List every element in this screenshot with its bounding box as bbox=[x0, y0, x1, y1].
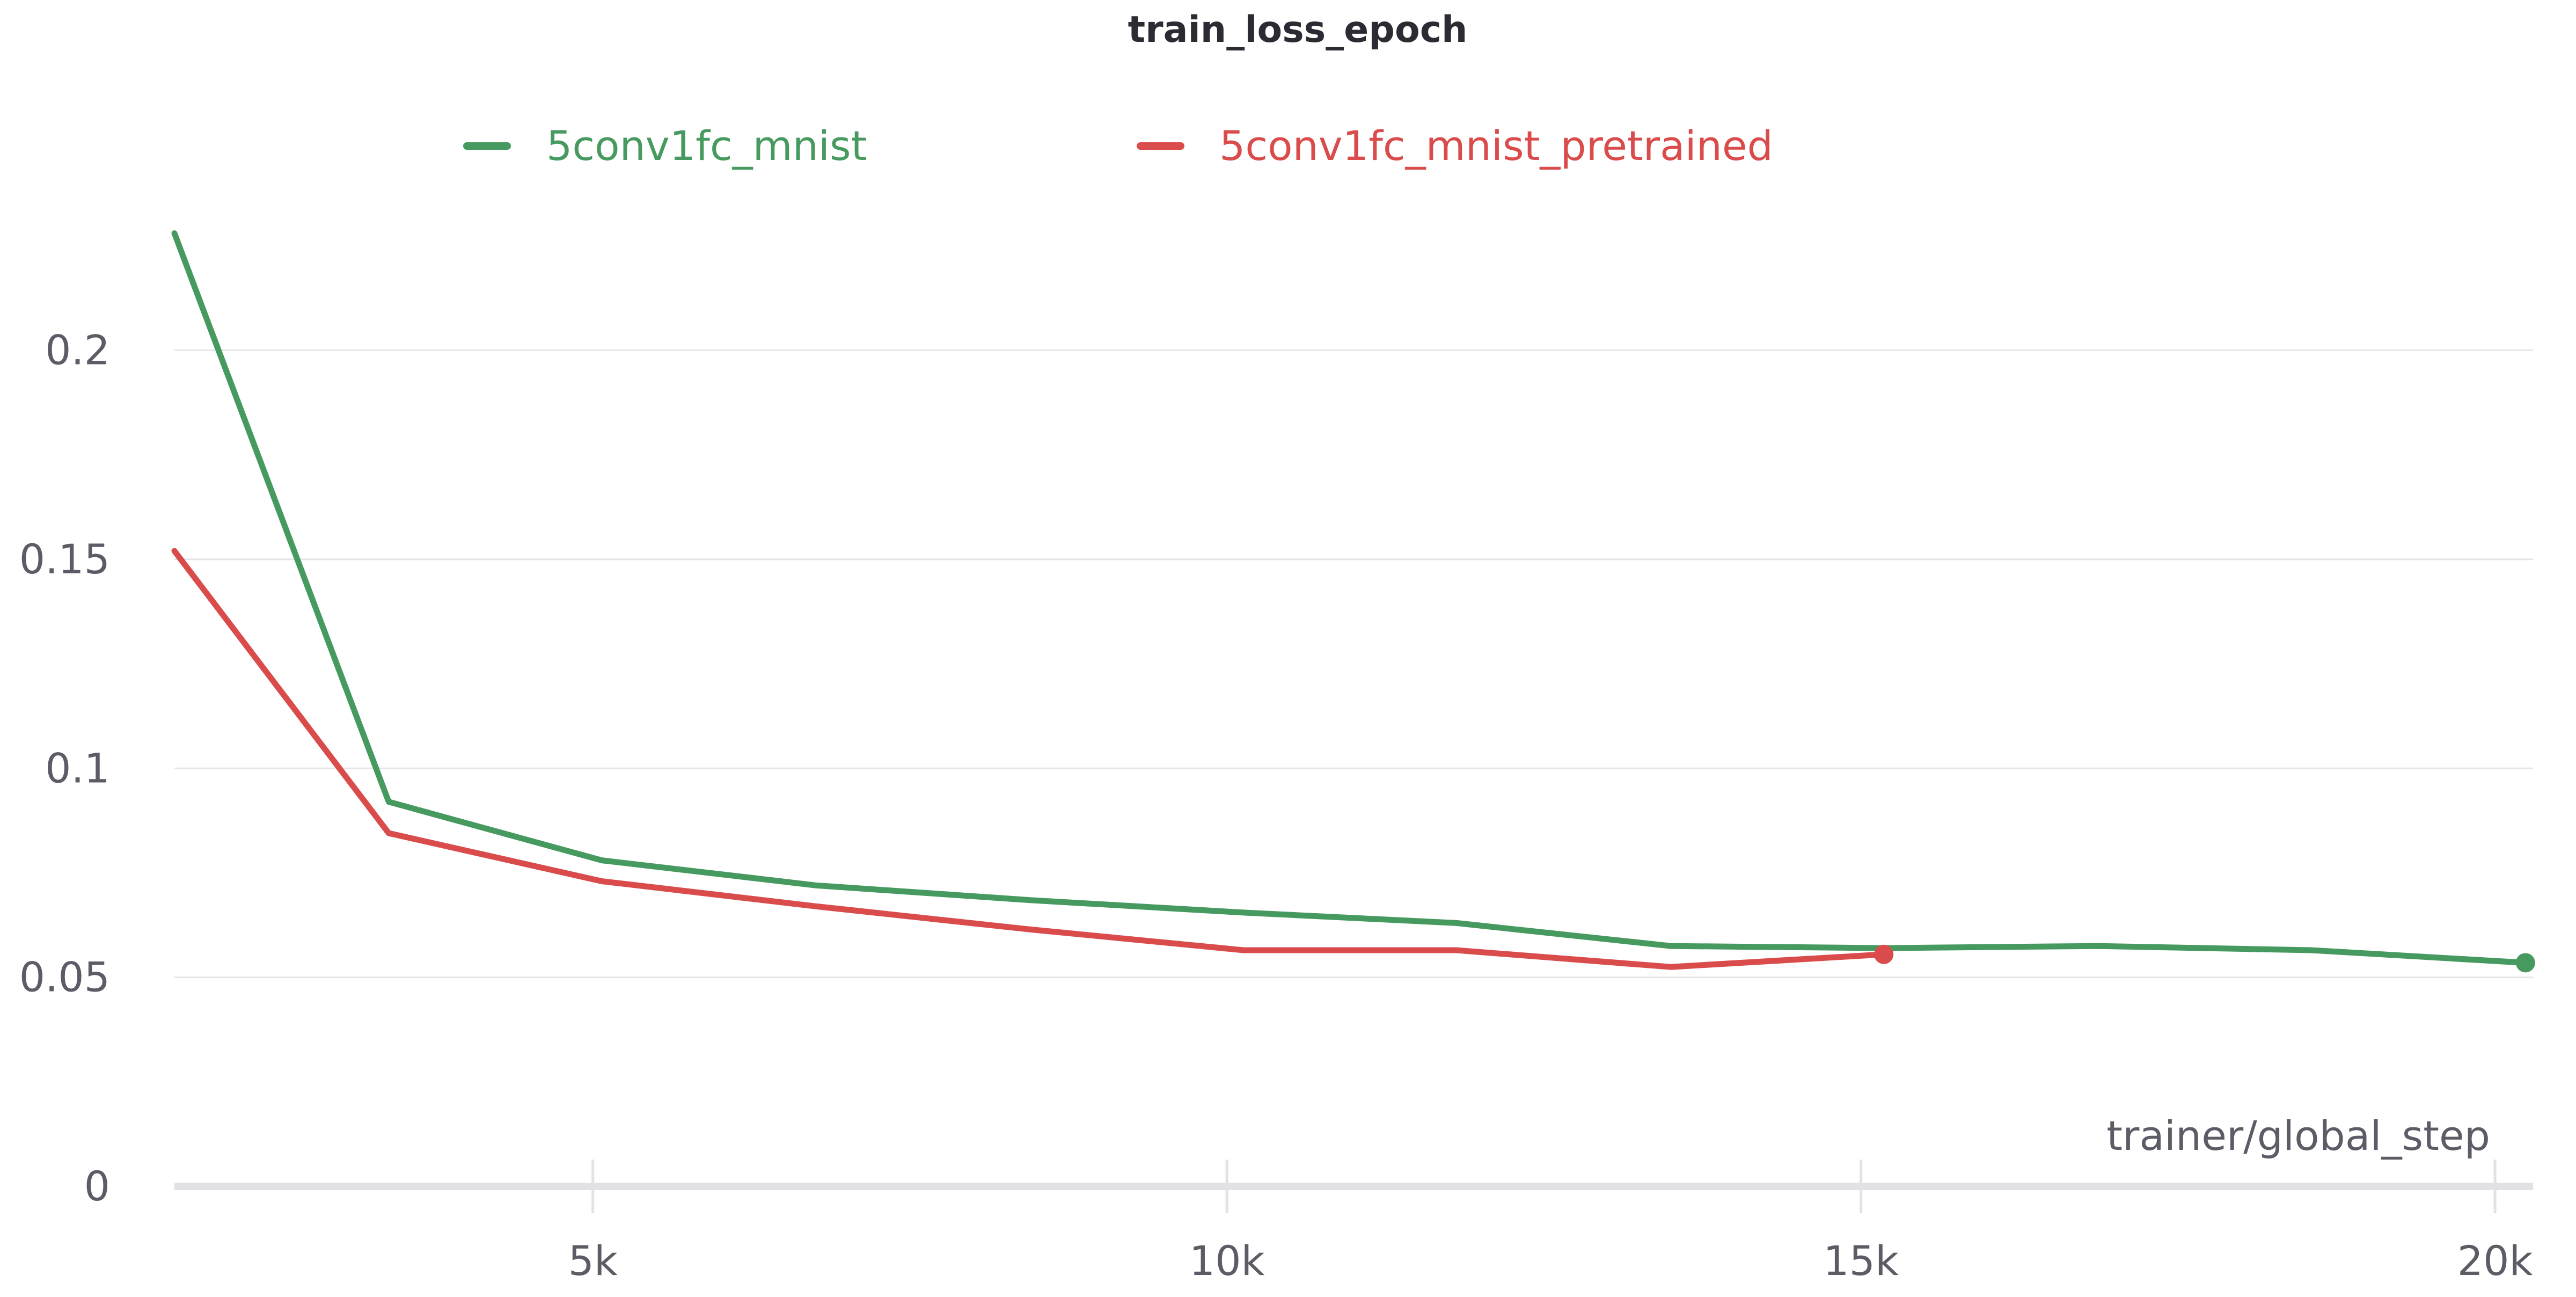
legend-label-5conv1fc-mnist-pretrained: 5conv1fc_mnist_pretrained bbox=[1219, 122, 1773, 170]
x-tick-label: 20k bbox=[2457, 1237, 2533, 1285]
series-line-5conv1fc-mnist[interactable] bbox=[171, 230, 2529, 966]
x-axis-label: trainer/global_step bbox=[2106, 1112, 2490, 1160]
y-tick-label: 0.1 bbox=[45, 744, 110, 792]
x-tick-label: 5k bbox=[568, 1237, 618, 1285]
chart-title: train_loss_epoch bbox=[1128, 9, 1468, 51]
legend-item-5conv1fc-mnist-pretrained[interactable]: 5conv1fc_mnist_pretrained bbox=[1137, 122, 1773, 170]
y-tick-label: 0.2 bbox=[45, 326, 110, 374]
legend: 5conv1fc_mnist 5conv1fc_mnist_pretrained bbox=[463, 122, 1773, 170]
y-axis: 0 0.05 0.1 0.15 0.2 bbox=[19, 326, 110, 1210]
legend-item-5conv1fc-mnist[interactable]: 5conv1fc_mnist bbox=[463, 122, 867, 170]
x-tick-label: 15k bbox=[1823, 1237, 1899, 1285]
y-tick-label: 0 bbox=[84, 1162, 110, 1210]
series-endpoint-5conv1fc-mnist[interactable] bbox=[2515, 953, 2535, 973]
series-line-5conv1fc-mnist-pretrained[interactable] bbox=[171, 548, 1887, 970]
x-axis: 5k 10k 15k 20k bbox=[568, 1160, 2533, 1285]
y-tick-label: 0.05 bbox=[19, 953, 110, 1001]
x-tick-label: 10k bbox=[1189, 1237, 1265, 1285]
legend-label-5conv1fc-mnist: 5conv1fc_mnist bbox=[546, 122, 867, 170]
y-tick-label: 0.15 bbox=[19, 535, 110, 583]
series-endpoint-5conv1fc-mnist-pretrained[interactable] bbox=[1874, 944, 1894, 964]
grid bbox=[174, 349, 2533, 1190]
series-layer bbox=[171, 230, 2535, 973]
